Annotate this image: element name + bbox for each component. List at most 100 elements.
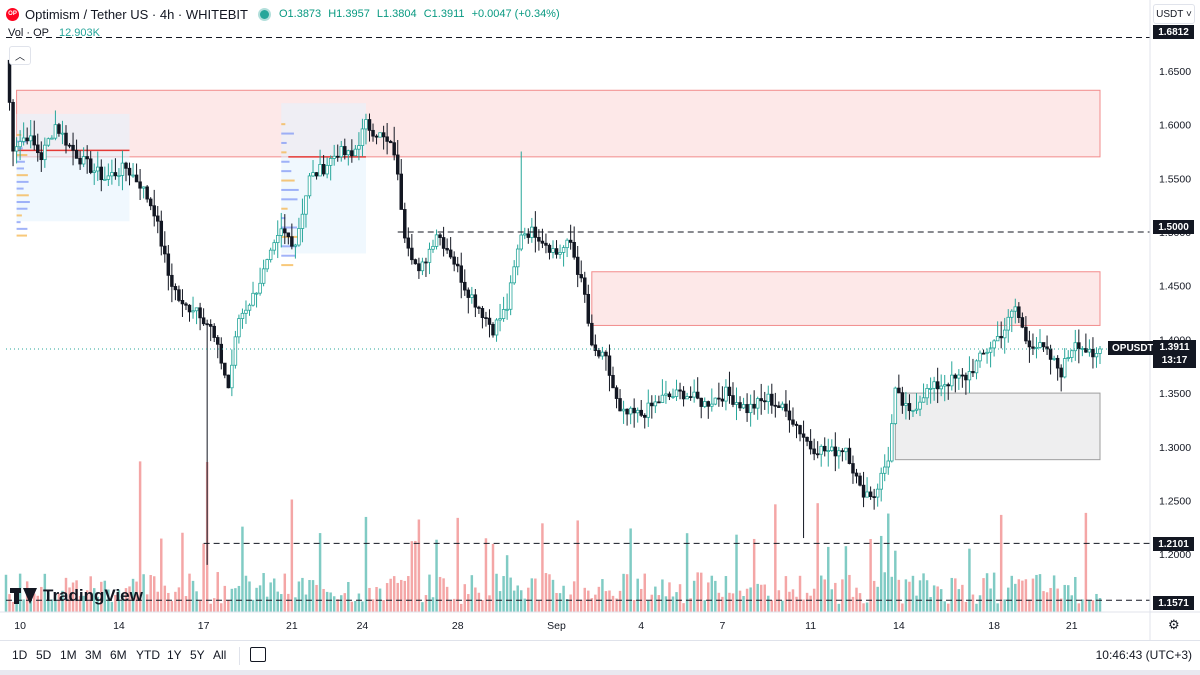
volume-profile-row bbox=[281, 217, 286, 220]
volume-bar bbox=[294, 597, 297, 612]
volume-bar bbox=[625, 574, 629, 612]
candle-body bbox=[417, 263, 421, 272]
range-6m[interactable]: 6M bbox=[110, 648, 127, 662]
candle-body bbox=[935, 381, 940, 390]
volume-bar bbox=[975, 603, 978, 612]
price-chart[interactable]: 1.20001.25001.30001.35001.40001.45001.50… bbox=[0, 0, 1200, 640]
candle-body bbox=[159, 220, 164, 247]
candle-body bbox=[614, 387, 619, 399]
range-3m[interactable]: 3M bbox=[85, 648, 102, 662]
candle-body bbox=[738, 402, 742, 409]
volume-legend[interactable]: Vol · OP 12.903K bbox=[8, 27, 100, 39]
ohlc-values: O1.3873 H1.3957 L1.3804 C1.3911 +0.0047 … bbox=[279, 8, 564, 20]
range-5y[interactable]: 5Y bbox=[190, 648, 205, 662]
volume-bar bbox=[954, 578, 957, 612]
collapse-legend-button[interactable]: ︿ bbox=[9, 46, 31, 65]
range-1m[interactable]: 1M bbox=[60, 648, 77, 662]
volume-bar bbox=[918, 580, 922, 612]
tradingview-logo[interactable]: TradingView bbox=[10, 586, 143, 606]
price-tick-label: 1.2500 bbox=[1159, 495, 1191, 507]
volume-bar bbox=[632, 600, 636, 612]
calendar-icon[interactable] bbox=[250, 647, 266, 662]
candle-body bbox=[371, 129, 375, 137]
candle-body bbox=[646, 402, 651, 418]
volume-bar bbox=[452, 598, 456, 612]
last-price-label: 1.3911 13:17 bbox=[1153, 340, 1196, 368]
volume-bar bbox=[364, 516, 368, 612]
candle-body bbox=[307, 175, 312, 197]
volume-bar bbox=[738, 590, 742, 612]
candle-body bbox=[720, 398, 725, 402]
volume-bar bbox=[343, 593, 347, 612]
candle-body bbox=[487, 317, 492, 325]
candle-body bbox=[960, 374, 965, 377]
volume-bar bbox=[389, 578, 392, 612]
volume-profile-row bbox=[281, 151, 287, 154]
market-status-icon[interactable] bbox=[259, 9, 269, 19]
volume-bar bbox=[301, 577, 304, 612]
volume-profile-row bbox=[281, 198, 298, 201]
volume-profile-row bbox=[16, 180, 29, 183]
candle-body bbox=[519, 234, 523, 250]
clock-display[interactable]: 10:46:43 (UTC+3) bbox=[1095, 648, 1192, 662]
currency-selector[interactable]: USDT ˅ bbox=[1153, 4, 1195, 24]
volume-bar bbox=[237, 585, 241, 612]
candle-body bbox=[230, 364, 234, 389]
range-5d[interactable]: 5D bbox=[36, 648, 52, 662]
time-axis[interactable]: 10 14 17 21 24 28 Sep 4 7 11 14 18 21 bbox=[0, 611, 1200, 632]
candle-body bbox=[494, 319, 499, 336]
candle-body bbox=[833, 446, 838, 457]
range-1y[interactable]: 1Y bbox=[167, 648, 182, 662]
candle-body bbox=[995, 335, 1000, 342]
candle-body bbox=[1038, 342, 1042, 348]
candle-body bbox=[815, 453, 820, 456]
volume-bar bbox=[819, 575, 823, 612]
volume-bar bbox=[11, 601, 15, 612]
candle-body bbox=[512, 266, 516, 284]
candle-body bbox=[201, 317, 206, 325]
candle-body bbox=[21, 137, 26, 142]
volume-bar bbox=[925, 580, 929, 612]
volume-profile-row bbox=[16, 214, 22, 217]
time-tick-label: 21 bbox=[1066, 620, 1078, 632]
volume-bar bbox=[671, 596, 675, 612]
candle-body bbox=[265, 259, 269, 270]
volume-profile-row bbox=[281, 245, 298, 248]
volume-bar bbox=[932, 585, 936, 612]
volume-bar bbox=[1095, 593, 1098, 612]
candle-body bbox=[861, 484, 866, 498]
range-1d[interactable]: 1D bbox=[12, 648, 28, 662]
symbol-tag: OPUSDT bbox=[1108, 341, 1158, 355]
volume-bar bbox=[548, 574, 551, 612]
volume-profile-row bbox=[16, 234, 28, 237]
candle-body bbox=[99, 166, 104, 181]
candle-body bbox=[501, 309, 506, 319]
volume-bar bbox=[1021, 580, 1024, 612]
candle-body bbox=[854, 472, 859, 477]
volume-bar bbox=[318, 533, 322, 612]
candle-body bbox=[304, 195, 308, 215]
volume-bar bbox=[834, 582, 837, 612]
candle-body bbox=[131, 174, 135, 177]
candle-body bbox=[233, 336, 238, 366]
volume-bar bbox=[216, 572, 219, 612]
volume-bar bbox=[654, 586, 657, 612]
volume-bar bbox=[848, 574, 851, 612]
volume-bar bbox=[1010, 575, 1014, 612]
symbol-title[interactable]: Optimism / Tether US · 4h · WHITEBIT bbox=[25, 6, 248, 22]
gear-icon[interactable]: ⚙ bbox=[1168, 617, 1180, 632]
candle-body bbox=[134, 174, 139, 183]
candle-body bbox=[1094, 353, 1099, 358]
volume-bar bbox=[498, 591, 502, 612]
candle-body bbox=[374, 135, 379, 138]
range-ytd[interactable]: YTD bbox=[136, 648, 160, 662]
volume-bar bbox=[220, 603, 223, 612]
volume-bar bbox=[315, 584, 318, 612]
volume-bar bbox=[414, 540, 417, 612]
candle-body bbox=[523, 233, 527, 236]
range-all[interactable]: All bbox=[213, 648, 227, 662]
candle-body bbox=[491, 323, 495, 336]
volume-bar bbox=[488, 595, 491, 612]
volume-bar bbox=[650, 594, 654, 612]
volume-bar bbox=[879, 535, 883, 612]
